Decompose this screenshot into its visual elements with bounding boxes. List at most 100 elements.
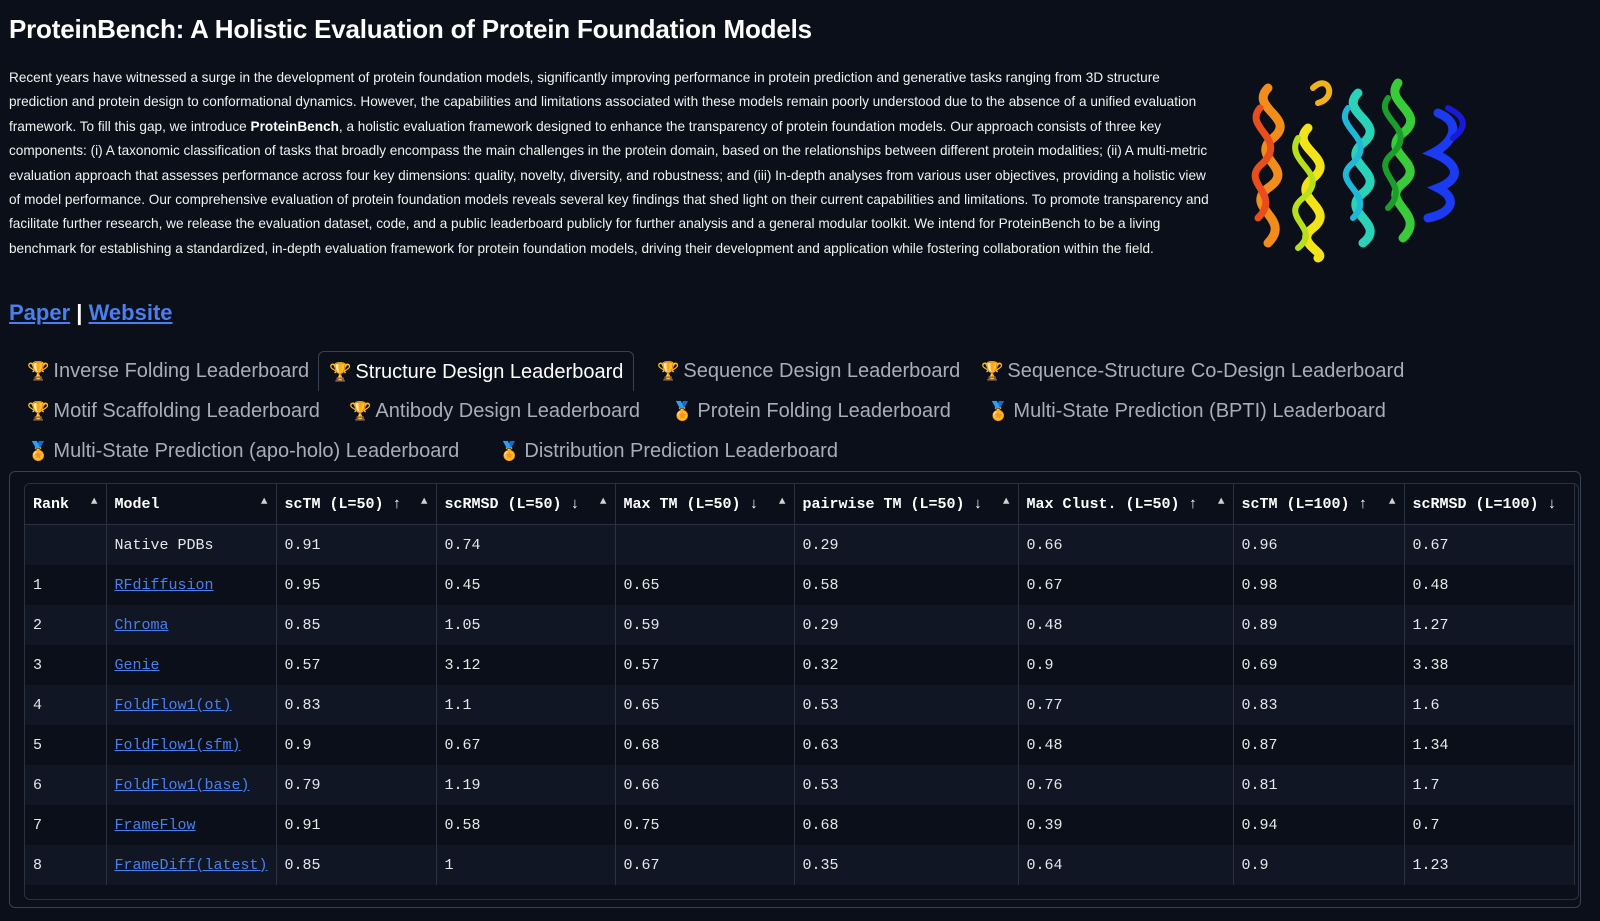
- metric-cell: 0.68: [615, 725, 795, 765]
- table-row: 8 FrameDiff(latest) 0.85 1 0.67 0.35 0.64 0.9 1.…: [25, 845, 1575, 885]
- metric-cell: 0.58: [436, 805, 616, 845]
- column-header[interactable]: scTM (L=100) ↑ ▲: [1233, 484, 1405, 525]
- trophy-icon: 🏆: [27, 401, 50, 421]
- rank-cell: [25, 524, 107, 565]
- sort-arrow-icon[interactable]: ▲: [420, 496, 428, 508]
- metric-cell: 0.67: [615, 845, 795, 885]
- column-header[interactable]: pairwise TM (L=50) ↓ ▲: [794, 484, 1019, 525]
- metric-cell: 0.66: [615, 765, 795, 805]
- abstract-text-end: , a holistic evaluation framework design…: [9, 118, 1209, 256]
- rank-cell: 7: [25, 805, 107, 845]
- tab-co-design[interactable]: 🏆 Sequence-Structure Co-Design Leaderboar…: [971, 351, 1414, 391]
- column-header[interactable]: Model ▲: [106, 484, 277, 525]
- rank-cell: 8: [25, 845, 107, 885]
- tab-antibody-design[interactable]: 🏆 Antibody Design Leaderboard: [339, 391, 650, 431]
- metric-cell: 0.53: [794, 685, 1019, 725]
- tab-row-2: 🏆 Motif Scaffolding Leaderboard 🏆 Antibody…: [9, 391, 1589, 431]
- tab-label: Sequence Design Leaderboard: [683, 360, 961, 382]
- website-link[interactable]: Website: [88, 300, 173, 325]
- metric-cell: [615, 524, 795, 565]
- model-link[interactable]: FoldFlow1(sfm): [114, 736, 241, 754]
- tab-distribution-prediction[interactable]: 🏅 Distribution Prediction Leaderboard: [488, 431, 848, 471]
- column-header[interactable]: scTM (L=50) ↑ ▲: [276, 484, 437, 525]
- metric-cell: 0.85: [276, 605, 437, 645]
- tab-sequence-design[interactable]: 🏆 Sequence Design Leaderboard: [647, 351, 970, 391]
- table-row: 2 Chroma 0.85 1.05 0.59 0.29 0.48 0.89 1.27: [25, 605, 1575, 645]
- column-header[interactable]: Max Clust. (L=50) ↑ ▲: [1018, 484, 1234, 525]
- sort-arrow-icon[interactable]: ▲: [599, 496, 607, 508]
- tab-inverse-folding[interactable]: 🏆 Inverse Folding Leaderboard: [17, 351, 319, 391]
- metric-cell: 1.34: [1404, 725, 1575, 765]
- table-row: Native PDBs 0.91 0.74 0.29 0.66 0.96 0.67: [25, 524, 1575, 565]
- column-header[interactable]: scRMSD (L=50) ↓ ▲: [436, 484, 616, 525]
- metric-cell: 0.69: [1233, 645, 1405, 685]
- tab-panel: Rank ▲ Model ▲ scTM (L=50) ↑ ▲ scRMSD (L=50) ↓…: [9, 471, 1581, 908]
- metric-cell: 0.7: [1404, 805, 1575, 845]
- sort-arrow-icon[interactable]: ▲: [90, 496, 98, 508]
- model-cell: FoldFlow1(base): [106, 765, 277, 805]
- metric-cell: 0.53: [794, 765, 1019, 805]
- tab-protein-folding[interactable]: 🏅 Protein Folding Leaderboard: [661, 391, 961, 431]
- metric-cell: 0.48: [1018, 605, 1234, 645]
- metric-cell: 0.9: [276, 725, 437, 765]
- tab-motif-scaffolding[interactable]: 🏆 Motif Scaffolding Leaderboard: [17, 391, 330, 431]
- sort-arrow-icon[interactable]: ▲: [260, 496, 268, 508]
- trophy-icon: 🏆: [27, 361, 50, 381]
- sort-arrow-icon[interactable]: ▲: [778, 496, 786, 508]
- tab-multi-state-bpti[interactable]: 🏅 Multi-State Prediction (BPTI) Leaderboa…: [977, 391, 1396, 431]
- metric-cell: 0.57: [615, 645, 795, 685]
- metric-cell: 1.27: [1404, 605, 1575, 645]
- column-header[interactable]: scRMSD (L=100) ↓: [1404, 484, 1575, 525]
- column-header-label: Max Clust. (L=50) ↑: [1026, 495, 1198, 513]
- tab-label: Structure Design Leaderboard: [355, 361, 624, 383]
- column-header-label: Max TM (L=50) ↓: [623, 495, 759, 513]
- metric-cell: 0.83: [1233, 685, 1405, 725]
- rank-cell: 6: [25, 765, 107, 805]
- model-link[interactable]: Chroma: [114, 616, 169, 634]
- sort-arrow-icon[interactable]: ▲: [1217, 496, 1225, 508]
- metric-cell: 0.95: [276, 565, 437, 605]
- tab-structure-design[interactable]: 🏆 Structure Design Leaderboard: [318, 351, 635, 391]
- tab-multi-state-apo-holo[interactable]: 🏅 Multi-State Prediction (apo-holo) Leade…: [17, 431, 469, 471]
- metric-cell: 1.7: [1404, 765, 1575, 805]
- leaderboard-tabs: 🏆 Inverse Folding Leaderboard 🏆 Structure …: [9, 351, 1589, 471]
- medal-icon: 🏅: [671, 401, 694, 421]
- metric-cell: 0.76: [1018, 765, 1234, 805]
- paper-link[interactable]: Paper: [9, 300, 71, 325]
- model-link[interactable]: FoldFlow1(ot): [114, 696, 232, 714]
- column-header[interactable]: Rank ▲: [25, 484, 107, 525]
- metric-cell: 0.77: [1018, 685, 1234, 725]
- leaderboard-table: Rank ▲ Model ▲ scTM (L=50) ↑ ▲ scRMSD (L=50) ↓…: [25, 484, 1575, 885]
- metric-cell: 0.48: [1404, 565, 1575, 605]
- metric-cell: 0.94: [1233, 805, 1405, 845]
- metric-cell: 0.81: [1233, 765, 1405, 805]
- model-link[interactable]: FrameDiff(latest): [114, 856, 268, 874]
- sort-arrow-icon[interactable]: ▲: [1002, 496, 1010, 508]
- metric-cell: 0.74: [436, 524, 616, 565]
- medal-icon: 🏅: [498, 441, 521, 461]
- metric-cell: 0.65: [615, 685, 795, 725]
- leaderboard-table-container[interactable]: Rank ▲ Model ▲ scTM (L=50) ↑ ▲ scRMSD (L=50) ↓…: [24, 483, 1579, 900]
- model-link[interactable]: RFdiffusion: [114, 576, 214, 594]
- table-row: 4 FoldFlow1(ot) 0.83 1.1 0.65 0.53 0.77 0.83 1.6: [25, 685, 1575, 725]
- metric-cell: 1.23: [1404, 845, 1575, 885]
- table-row: 6 FoldFlow1(base) 0.79 1.19 0.66 0.53 0.76 0.81…: [25, 765, 1575, 805]
- column-header-label: scRMSD (L=100) ↓: [1412, 495, 1557, 513]
- metric-cell: 0.39: [1018, 805, 1234, 845]
- links-row: Paper | Website: [9, 300, 173, 326]
- metric-cell: 1.1: [436, 685, 616, 725]
- model-link[interactable]: FoldFlow1(base): [114, 776, 250, 794]
- sort-arrow-icon[interactable]: ▲: [1388, 496, 1396, 508]
- links-separator: |: [76, 300, 83, 325]
- metric-cell: 0.91: [276, 524, 437, 565]
- column-header-label: scTM (L=50) ↑: [284, 495, 402, 513]
- tab-label: Antibody Design Leaderboard: [375, 400, 641, 422]
- model-link[interactable]: Genie: [114, 656, 160, 674]
- model-link[interactable]: FrameFlow: [114, 816, 196, 834]
- column-header[interactable]: Max TM (L=50) ↓ ▲: [615, 484, 795, 525]
- metric-cell: 0.91: [276, 805, 437, 845]
- tab-label: Sequence-Structure Co-Design Leaderboard: [1007, 360, 1405, 382]
- metric-cell: 0.45: [436, 565, 616, 605]
- trophy-icon: 🏆: [981, 361, 1004, 381]
- column-header-label: scRMSD (L=50) ↓: [444, 495, 580, 513]
